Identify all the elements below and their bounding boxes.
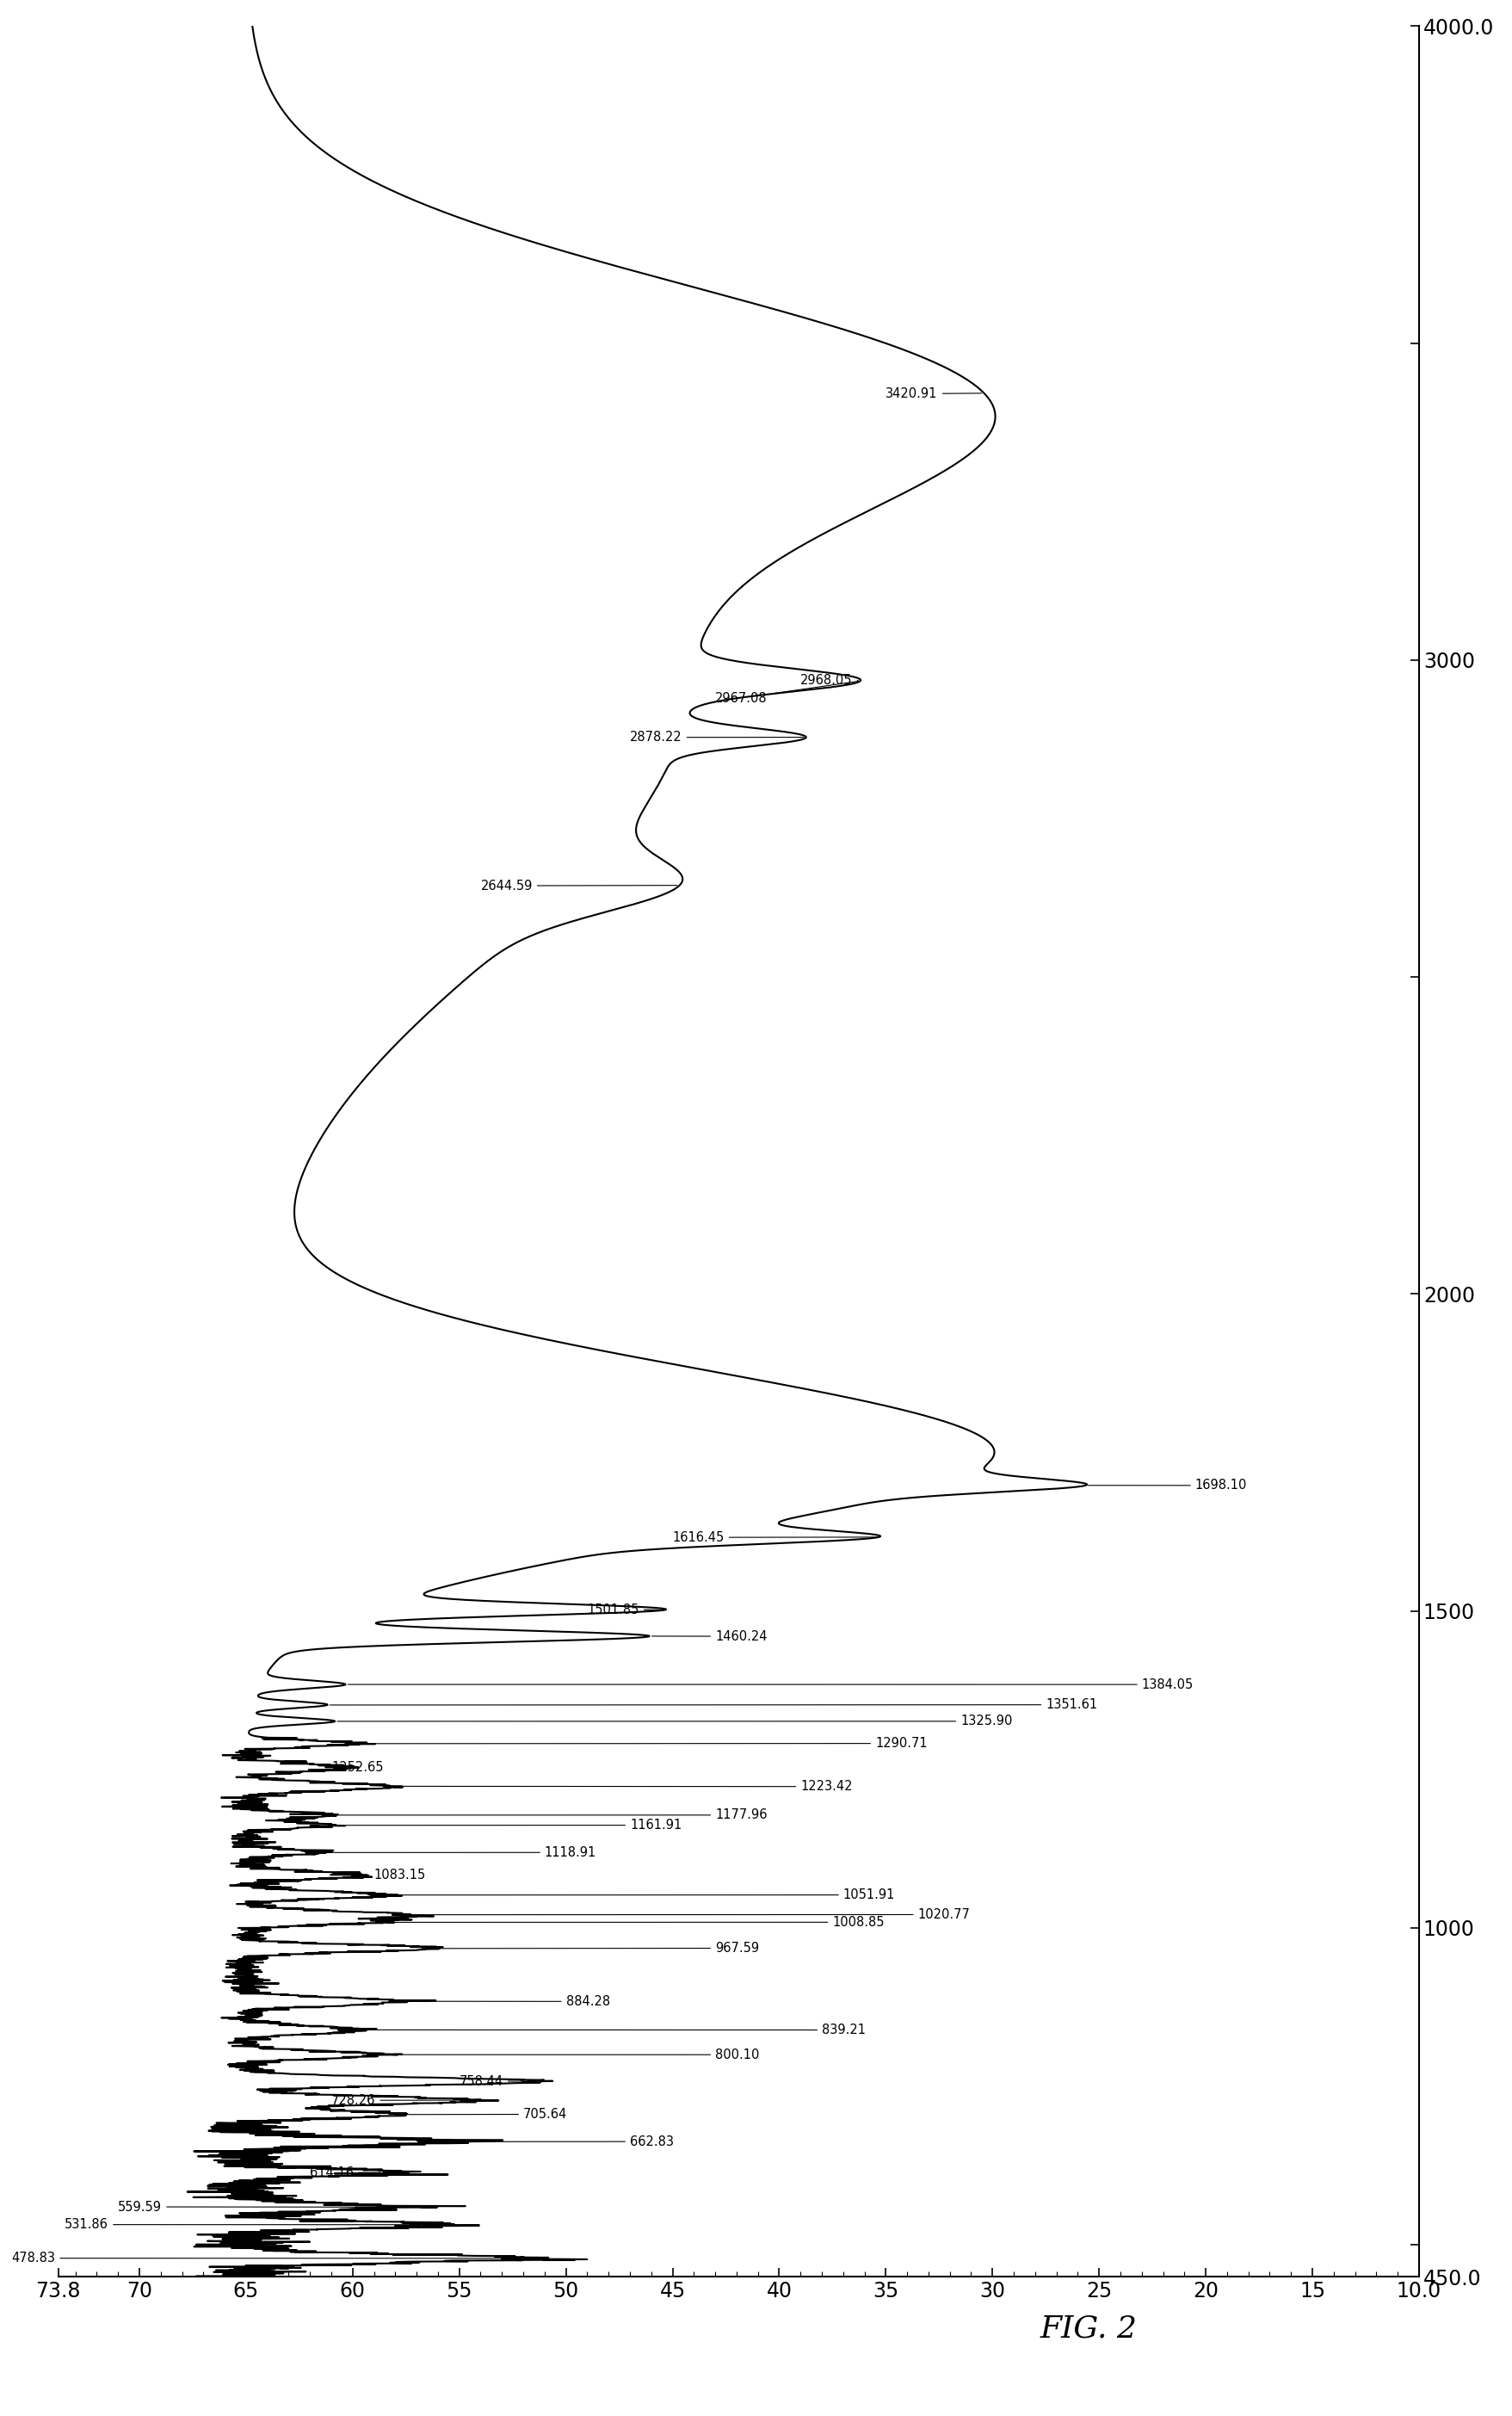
Text: 1384.05: 1384.05 [348, 1679, 1193, 1691]
Text: 758.44: 758.44 [460, 2075, 550, 2087]
Text: 2968.05: 2968.05 [800, 674, 859, 686]
Text: 839.21: 839.21 [351, 2025, 866, 2037]
Text: 614.16: 614.16 [310, 2167, 381, 2179]
Text: 1698.10: 1698.10 [1089, 1479, 1247, 1493]
Text: 1460.24: 1460.24 [652, 1631, 767, 1643]
Text: FIG. 2: FIG. 2 [1040, 2315, 1137, 2344]
Text: 2967.08: 2967.08 [715, 681, 859, 705]
Text: 1020.77: 1020.77 [395, 1909, 971, 1921]
Text: 2644.59: 2644.59 [481, 879, 677, 892]
Text: 1252.65: 1252.65 [331, 1761, 384, 1773]
Text: 1008.85: 1008.85 [390, 1916, 885, 1928]
Text: 967.59: 967.59 [434, 1942, 759, 1955]
Text: 531.86: 531.86 [65, 2218, 449, 2230]
Text: 705.64: 705.64 [408, 2107, 567, 2121]
Text: 1501.85: 1501.85 [587, 1604, 662, 1616]
Text: 1051.91: 1051.91 [401, 1889, 895, 1901]
Text: 559.59: 559.59 [118, 2201, 419, 2213]
Text: 3420.91: 3420.91 [886, 387, 981, 401]
Text: 728.26: 728.26 [331, 2095, 467, 2107]
Text: 1290.71: 1290.71 [348, 1737, 927, 1749]
Text: 2878.22: 2878.22 [631, 732, 804, 744]
Text: 1351.61: 1351.61 [330, 1698, 1098, 1711]
Text: 1177.96: 1177.96 [327, 1810, 767, 1822]
Text: 1616.45: 1616.45 [673, 1532, 877, 1544]
Text: 662.83: 662.83 [481, 2136, 674, 2148]
Text: 1118.91: 1118.91 [313, 1846, 596, 1858]
Text: 1325.90: 1325.90 [337, 1715, 1013, 1727]
Text: 1161.91: 1161.91 [337, 1819, 682, 1831]
Text: 884.28: 884.28 [392, 1996, 609, 2008]
Text: 800.10: 800.10 [401, 2049, 759, 2061]
Text: 1083.15: 1083.15 [367, 1870, 426, 1882]
Text: 478.83: 478.83 [12, 2252, 505, 2264]
Text: 1223.42: 1223.42 [399, 1781, 853, 1793]
